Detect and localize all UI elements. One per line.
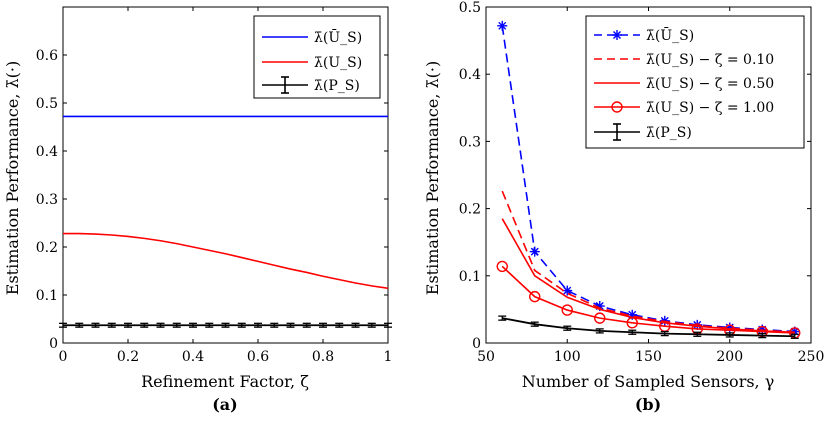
panel-a-xtick-label-5: 1 [384, 349, 393, 365]
panel-a-legend: λ̄(Ū_S) λ̄(U_S) λ̄(P_S) [253, 15, 381, 99]
panel-b-series-3-marker-1 [529, 290, 541, 303]
panel-a-xtick-label-3: 0.6 [247, 349, 269, 365]
panel-b-series-2 [501, 218, 795, 334]
panel-b-ytick-label-2: 0.2 [459, 202, 481, 218]
panel-a: 0 0.2 0.4 0.6 0.8 1 0 0.1 0.2 0.3 0.4 0.5 0.6 Refine… [3, 6, 393, 414]
panel-b-legend-swatch-0 [594, 30, 640, 40]
panel-a-ylabel: Estimation Performance, λ̄(·) [3, 61, 22, 295]
panel-b-ytick-label-3: 0.3 [459, 134, 481, 150]
panel-b-series-2-line [501, 218, 795, 334]
panel-b-series-3-marker-4 [626, 317, 638, 329]
panel-b-xtick-label-2: 150 [635, 349, 662, 365]
panel-b-legend-label-1: λ̄(U_S) − ζ = 0.10 [646, 52, 774, 68]
panel-b-ylabel: Estimation Performance, λ̄(·) [423, 61, 442, 295]
panel-a-ytick-label-0: 0 [49, 336, 58, 352]
panel-b-series-4 [498, 315, 799, 339]
panel-b-ytick-label-5: 0.5 [459, 0, 481, 16]
panel-a-series-1-line [63, 232, 389, 290]
panel-b-xtick-label-1: 100 [554, 349, 581, 365]
panel-a-legend-swatch-errorbar [262, 76, 308, 94]
panel-a-series-1 [63, 232, 389, 290]
panel-b-legend: λ̄(Ū_S) λ̄(U_S) − ζ = 0.10 λ̄(U_S) − ζ =… [585, 15, 805, 149]
panel-b-ytick-label-4: 0.4 [459, 67, 481, 83]
panel-b-ytick-label-0: 0 [472, 336, 481, 352]
panel-b-legend-label-3: λ̄(U_S) − ζ = 1.00 [646, 100, 774, 116]
panel-b-series-3-marker-0 [496, 260, 508, 273]
panel-a-xtick-label-2: 0.4 [182, 349, 204, 365]
panel-a-ytick-label-3: 0.3 [36, 192, 58, 208]
panel-b-xtick-label-0: 50 [477, 349, 495, 365]
panel-b: 50 100 150 200 250 0 0.1 0.2 0.3 0.4 0.5 Number of… [423, 0, 824, 414]
panel-a-ytick-label-6: 0.6 [36, 48, 58, 64]
panel-a-xlabel: Refinement Factor, ζ [141, 372, 309, 391]
panel-b-series-0-marker-2 [562, 285, 573, 296]
panel-a-legend-label-0: λ̄(Ū_S) [314, 28, 362, 46]
panel-b-ytick-label-1: 0.1 [459, 269, 481, 285]
panel-b-legend-swatch-4 [594, 123, 640, 141]
panel-b-xtick-label-4: 250 [798, 349, 825, 365]
panel-b-series-4-line [502, 317, 795, 338]
panel-a-ytick-label-1: 0.1 [36, 288, 58, 304]
panel-b-series-4-errorbar-0 [498, 315, 507, 321]
panel-b-series-0-marker-1 [529, 246, 540, 257]
panel-b-series-0-marker-0 [497, 20, 508, 31]
panel-a-xtick-label-1: 0.2 [117, 349, 139, 365]
panel-b-caption: (b) [635, 395, 661, 414]
panel-b-legend-label-4: λ̄(P_S) [646, 125, 692, 141]
panel-a-legend-label-1: λ̄(U_S) [314, 55, 362, 71]
panel-b-xtick-label-3: 200 [716, 349, 743, 365]
panel-b-legend-label-2: λ̄(U_S) − ζ = 0.50 [646, 76, 774, 92]
panel-b-xlabel: Number of Sampled Sensors, γ [522, 372, 775, 391]
panel-a-ytick-label-5: 0.5 [36, 96, 58, 112]
panel-a-caption: (a) [212, 395, 238, 414]
panel-b-legend-swatch-3 [594, 101, 640, 113]
panel-b-legend-label-0: λ̄(Ū_S) [646, 26, 694, 44]
panel-a-xtick-label-4: 0.8 [312, 349, 334, 365]
panel-b-legend-box [585, 15, 805, 149]
panel-b-series-3-line [501, 265, 795, 334]
panel-a-legend-label-2: λ̄(P_S) [314, 78, 360, 94]
panel-b-series-3-marker-3 [594, 312, 606, 324]
panel-a-ytick-label-2: 0.2 [36, 240, 58, 256]
panel-a-series-2 [59, 322, 392, 328]
panel-b-series-3-marker-2 [561, 304, 573, 316]
panel-a-ytick-label-4: 0.4 [36, 144, 58, 160]
panel-a-xtick-label-0: 0 [59, 349, 68, 365]
